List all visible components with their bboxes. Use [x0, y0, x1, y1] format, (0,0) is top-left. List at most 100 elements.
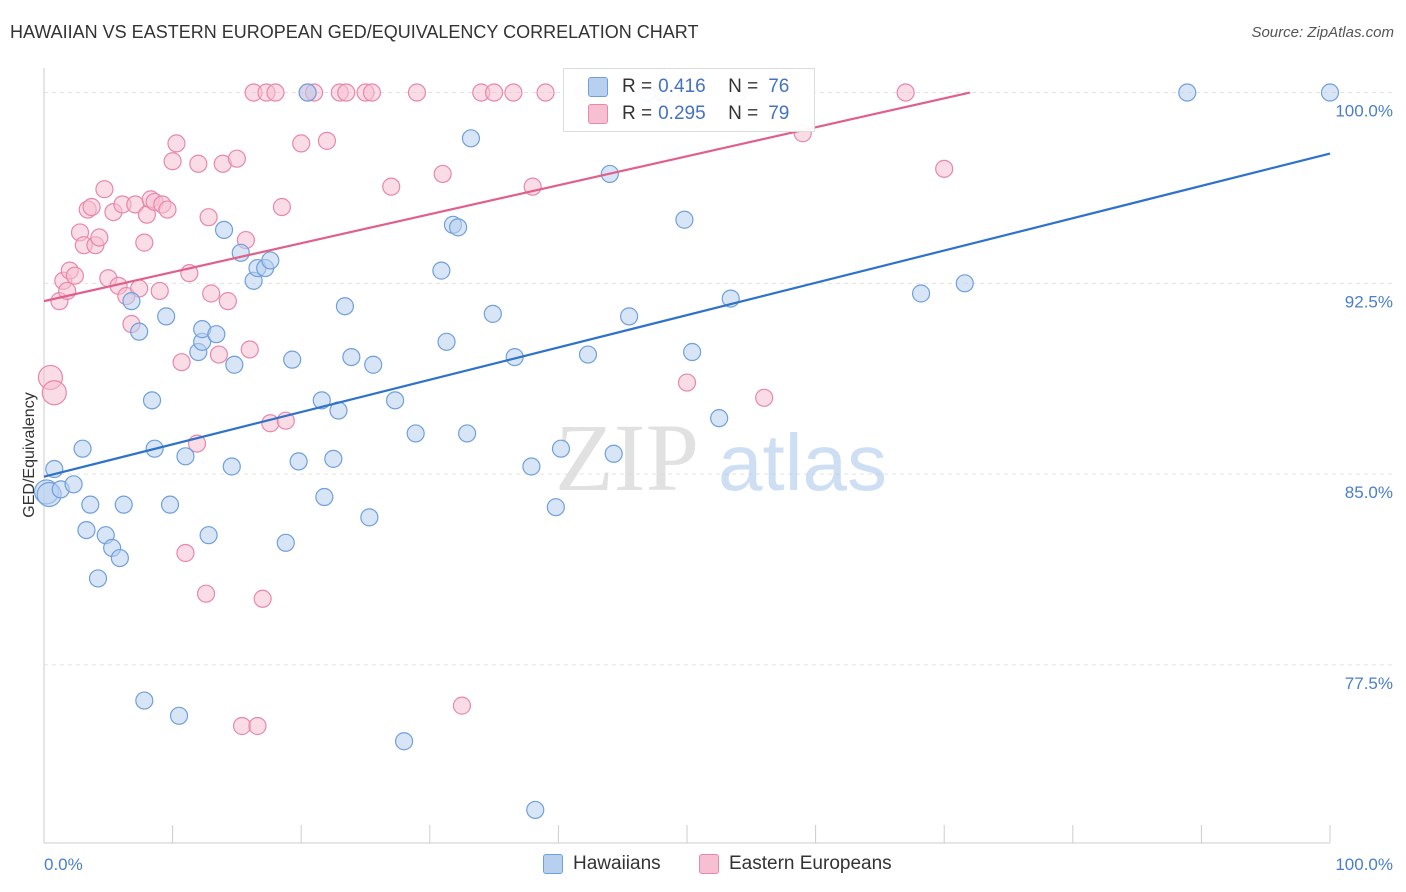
grid-lines — [44, 92, 1395, 666]
hawaiians-point — [522, 457, 541, 476]
hawaiians-point — [214, 220, 234, 240]
hawaiians-point — [130, 322, 149, 341]
eastern-europeans-point — [135, 233, 154, 252]
eastern-europeans-point — [896, 83, 915, 102]
hawaiians-point — [176, 447, 195, 466]
hawaiians-point — [1178, 83, 1197, 102]
hawaiians-swatch — [543, 854, 563, 874]
hawaiians-point — [911, 284, 931, 303]
eastern-europeans-point — [65, 266, 84, 285]
axes — [43, 68, 1331, 844]
eastern-europeans-point — [41, 380, 67, 406]
eastern-europeans-point — [196, 584, 216, 603]
eastern-europeans-point — [362, 83, 382, 102]
eastern-europeans-point — [82, 197, 101, 217]
eastern-europeans-point — [433, 164, 452, 184]
watermark-atlas: atlas — [718, 418, 887, 507]
bottom-legend-label-eastern-europeans: Eastern Europeans — [729, 853, 892, 874]
hawaiians-point — [199, 526, 218, 545]
hawaiians-point — [160, 495, 180, 514]
eastern-europeans-point — [536, 83, 555, 102]
hawaiians-point — [77, 520, 96, 540]
eastern-europeans-point — [232, 716, 252, 736]
eastern-europeans-point — [90, 228, 109, 247]
eastern-europeans-point — [240, 340, 259, 359]
eastern-europeans-point — [485, 83, 504, 102]
bottom-legend-eastern-europeans: Eastern Europeans — [699, 852, 892, 876]
eastern-europeans-point — [452, 696, 472, 715]
legend-r-label: R = — [622, 76, 653, 97]
watermark: ZIP atlas — [555, 404, 887, 511]
y-axis-title: GED/Equivalency — [21, 392, 38, 517]
trend-lines — [43, 91, 1331, 478]
hawaiians-point — [289, 452, 308, 471]
eastern-europeans-point — [189, 154, 208, 173]
hawaiians-point — [114, 495, 133, 514]
hawaiians-point — [207, 325, 226, 344]
eastern-europeans-point — [272, 197, 292, 217]
eastern-europeans-point — [755, 388, 774, 407]
hawaiians-point — [710, 409, 729, 428]
eastern-europeans-points — [37, 83, 954, 736]
legend-r-value-eastern-europeans: 0.295 — [658, 103, 706, 124]
x-tick-label: 100.0% — [1335, 855, 1393, 874]
legend-n-value-hawaiians: 76 — [768, 76, 790, 97]
eastern-europeans-point — [172, 353, 191, 372]
hawaiians-point — [122, 292, 141, 311]
eastern-europeans-point — [199, 208, 218, 227]
legend-r-label: R = — [622, 103, 653, 124]
y-tick-label: 92.5% — [1345, 292, 1393, 311]
hawaiians-point — [342, 348, 361, 367]
hawaiians-point — [437, 332, 456, 351]
eastern-europeans-point — [292, 134, 311, 153]
hawaiians-point — [73, 439, 92, 458]
legend-row-eastern-europeans: R = 0.295 N = 79 — [588, 102, 789, 126]
hawaiians-point — [461, 129, 481, 148]
hawaiians-point — [578, 345, 598, 364]
chart-title: HAWAIIAN VS EASTERN EUROPEAN GED/EQUIVAL… — [10, 22, 699, 42]
eastern-europeans-swatch — [588, 104, 608, 124]
hawaiians-point — [483, 304, 502, 323]
hawaiians-points — [33, 83, 1340, 820]
y-tick-label: 100.0% — [1335, 102, 1393, 121]
hawaiians-point — [1320, 83, 1340, 102]
eastern-europeans-point — [504, 83, 523, 102]
hawaiians-swatch — [588, 77, 608, 97]
legend-r-value-hawaiians: 0.416 — [658, 76, 706, 97]
hawaiians-point — [283, 350, 302, 369]
hawaiians-point — [551, 439, 571, 458]
eastern-europeans-point — [167, 134, 186, 153]
hawaiians-point — [261, 251, 280, 270]
eastern-europeans-point — [227, 149, 246, 168]
hawaiians-point — [394, 732, 414, 751]
legend-row-hawaiians: R = 0.416 N = 76 — [588, 75, 789, 99]
hawaiians-point — [620, 307, 639, 326]
eastern-europeans-point — [176, 543, 195, 563]
correlation-legend: R = 0.416 N = 76 R = 0.295 N = 79 — [563, 68, 815, 132]
eastern-europeans-point — [218, 292, 237, 311]
eastern-europeans-point — [95, 180, 114, 199]
eastern-europeans-swatch — [699, 854, 719, 874]
hawaiians-point — [64, 475, 83, 494]
tick-labels: 77.5% 85.0% 92.5% 100.0% 0.0% 100.0% GED/Equiv… — [21, 102, 1393, 874]
legend-n-label: N = — [728, 76, 759, 97]
hawaiians-trend-line — [43, 152, 1331, 478]
hawaiians-point — [546, 498, 565, 517]
hawaiians-point — [81, 495, 100, 514]
hawaiians-point — [315, 487, 334, 507]
hawaiians-point — [955, 274, 974, 293]
hawaiians-point — [406, 424, 425, 443]
bottom-legend-hawaiians: Hawaiians — [543, 852, 661, 876]
hawaiians-point — [142, 391, 162, 410]
y-tick-label: 77.5% — [1345, 674, 1393, 693]
hawaiians-point — [675, 210, 694, 229]
hawaiians-point — [276, 533, 295, 552]
eastern-europeans-point — [202, 284, 221, 303]
hawaiians-point — [457, 424, 477, 443]
hawaiians-point — [604, 444, 623, 463]
source-label: Source: ZipAtlas.com — [1251, 24, 1394, 41]
hawaiians-point — [225, 355, 244, 374]
hawaiians-point — [324, 449, 343, 468]
hawaiians-point — [448, 218, 468, 237]
hawaiians-point — [222, 457, 241, 476]
